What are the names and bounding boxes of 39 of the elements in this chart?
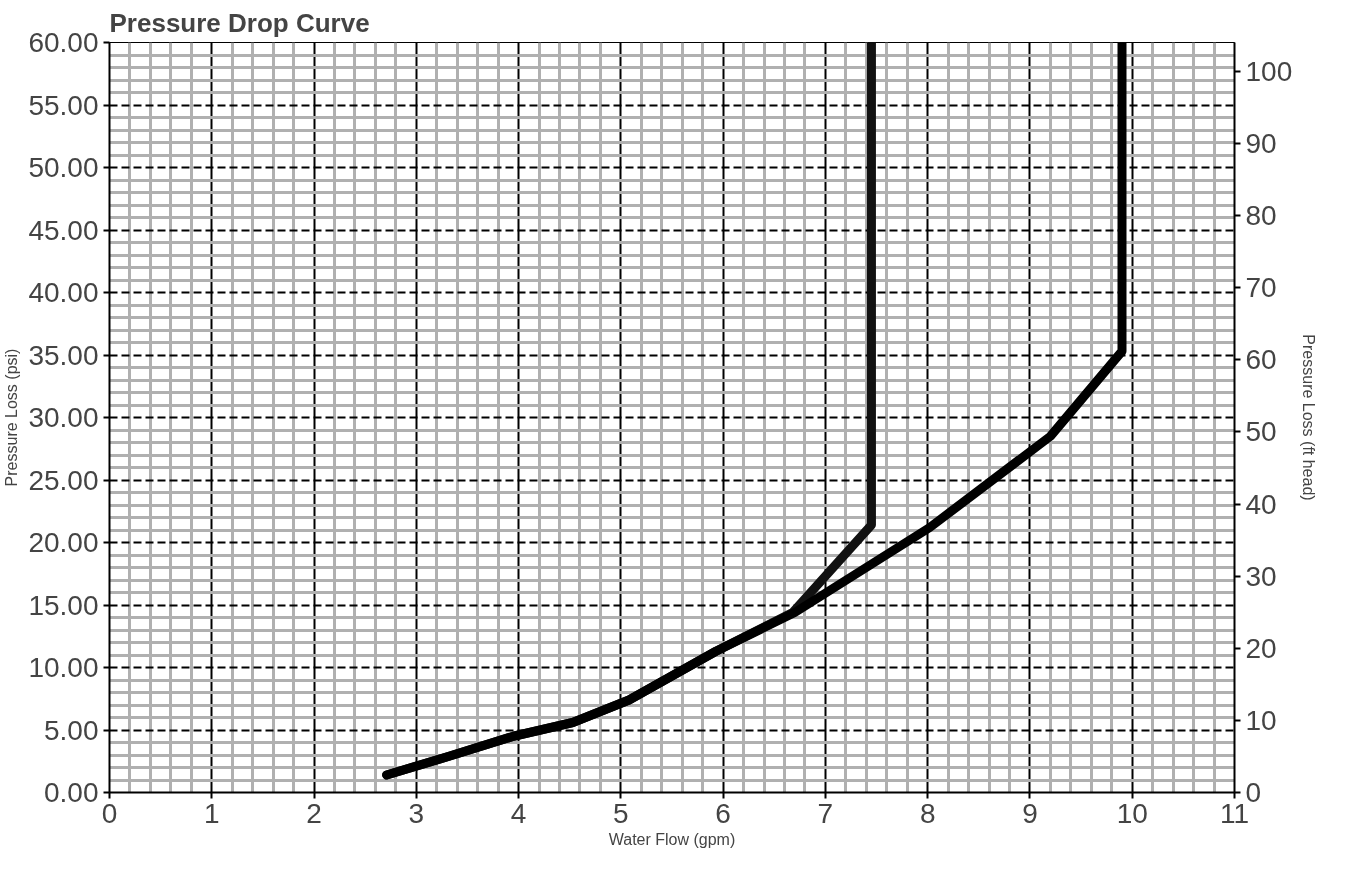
y-tick-label: 40.00 [28, 277, 99, 308]
y2-tick-label: 40 [1245, 488, 1277, 520]
y-tick-label: 20.00 [28, 527, 99, 558]
x-tick-label: 2 [306, 797, 322, 829]
y-tick-label: 25.00 [28, 464, 99, 496]
y2-tick-label: 30 [1245, 560, 1277, 592]
y-tick-label: 45.00 [28, 214, 99, 246]
y2-tick-label: 100 [1245, 55, 1293, 87]
y-tick-label: 35.00 [28, 339, 99, 371]
x-tick-label: 6 [715, 797, 731, 829]
x-tick-label: 1 [203, 797, 220, 829]
x-tick-label: 8 [919, 797, 936, 829]
y2-tick-label: 10 [1245, 704, 1277, 736]
y2-tick-label: 70 [1245, 272, 1277, 304]
chart-title: Pressure Drop Curve [109, 7, 370, 38]
y-tick-label: 60.00 [28, 27, 99, 58]
y-axis-title: Pressure Loss (psi) [3, 348, 21, 487]
y-tick-label: 15.00 [28, 589, 99, 621]
y2-tick-label: 50 [1245, 416, 1277, 448]
y2-tick-label: 90 [1245, 127, 1277, 159]
y2-tick-label: 80 [1245, 200, 1277, 232]
y-tick-label: 5.00 [44, 714, 99, 746]
x-tick-label: 9 [1022, 797, 1038, 829]
y2-tick-label: 20 [1245, 632, 1277, 664]
x-tick-label: 5 [613, 797, 629, 829]
y-tick-label: 50.00 [28, 152, 99, 183]
x-tick-label: 3 [408, 797, 425, 829]
x-axis-title: Water Flow (gpm) [608, 830, 736, 848]
y-tick-label: 0.00 [44, 777, 99, 808]
y2-tick-label: 60 [1245, 344, 1277, 376]
y-tick-label: 55.00 [28, 89, 99, 121]
x-tick-label: 10 [1116, 797, 1148, 829]
y2-tick-label: 0 [1245, 777, 1262, 808]
x-tick-label: 4 [510, 797, 527, 829]
y-tick-label: 10.00 [28, 652, 99, 683]
x-tick-label: 0 [101, 797, 118, 829]
y-tick-label: 30.00 [28, 402, 99, 433]
x-tick-label: 7 [817, 797, 834, 829]
y2-axis-title: Pressure Loss (ft head) [1300, 334, 1318, 501]
